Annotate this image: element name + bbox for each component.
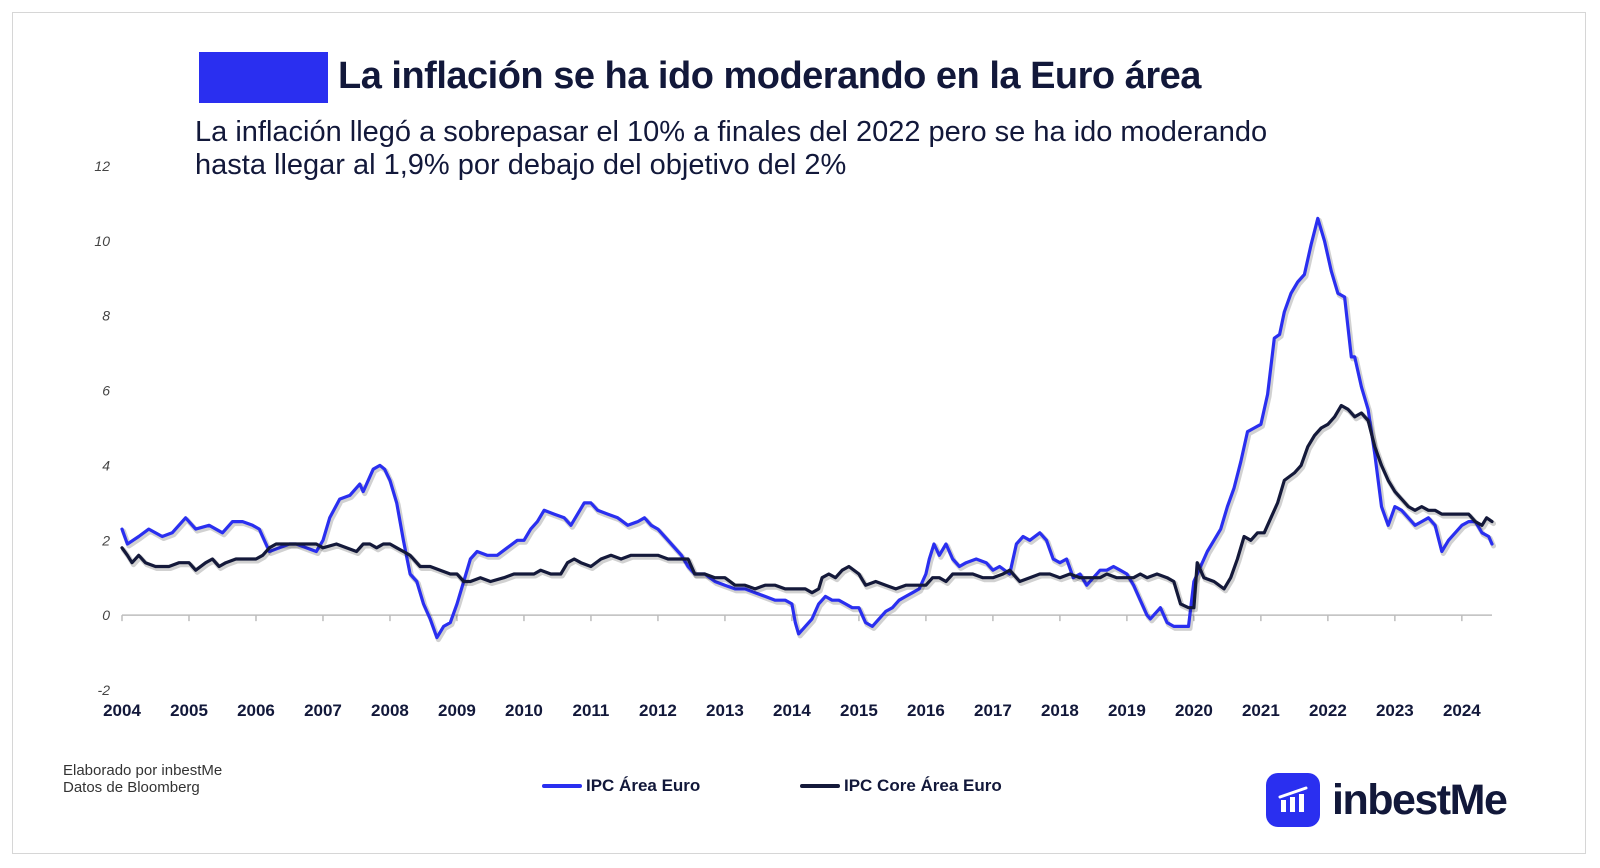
legend-item-ipc: IPC Área Euro	[542, 776, 700, 796]
legend-swatch-ipc-core	[800, 784, 840, 788]
x-tick-label: 2010	[505, 701, 543, 720]
legend-label-ipc-core: IPC Core Área Euro	[844, 776, 1002, 795]
x-tick-label: 2009	[438, 701, 476, 720]
x-tick-label: 2018	[1041, 701, 1079, 720]
y-tick-label: 2	[101, 532, 110, 548]
credit-line-2: Datos de Bloomberg	[63, 779, 200, 796]
legend-label-ipc: IPC Área Euro	[586, 776, 701, 795]
y-tick-label: 8	[102, 308, 110, 324]
brand-logo: inbestMe	[1266, 773, 1508, 827]
x-tick-label: 2006	[237, 701, 275, 720]
x-tick-label: 2022	[1309, 701, 1347, 720]
y-tick-label: 4	[102, 457, 110, 473]
y-tick-label: -2	[98, 682, 111, 698]
x-tick-label: 2020	[1175, 701, 1213, 720]
chart-title: La inflación se ha ido moderando en la E…	[338, 55, 1201, 97]
title-accent-block	[199, 52, 328, 103]
series-line-ipc	[120, 216, 1494, 640]
y-tick-label: 10	[94, 233, 110, 249]
x-tick-label: 2024	[1443, 701, 1481, 720]
x-tick-label: 2007	[304, 701, 342, 720]
x-axis: 2004 2005 2006 2007 2008 2009 2010 2011 2012 2013…	[103, 614, 1492, 720]
bar-chart-icon	[1266, 773, 1320, 827]
legend-item-ipc-core: IPC Core Área Euro	[800, 776, 1002, 796]
x-tick-label: 2012	[639, 701, 677, 720]
series-shadow-ipc-core	[121, 405, 1496, 613]
chart-frame	[12, 12, 1586, 854]
x-tick-label: 2023	[1376, 701, 1414, 720]
x-tick-label: 2013	[706, 701, 744, 720]
x-tick-label: 2008	[371, 701, 409, 720]
credit-line-1: Elaborado por inbestMe	[63, 762, 223, 779]
x-tick-label: 2017	[974, 701, 1012, 720]
x-tick-label: 2015	[840, 701, 878, 720]
brand-name: inbestMe	[1332, 775, 1508, 824]
x-tick-label: 2005	[170, 701, 208, 720]
x-tick-label: 2019	[1108, 701, 1146, 720]
legend-swatch-ipc	[542, 784, 582, 788]
y-tick-label: 0	[102, 607, 110, 623]
chart-subtitle: La inflación llegó a sobrepasar el 10% a…	[195, 116, 1455, 182]
y-tick-label: 6	[102, 383, 110, 399]
series-shadow-ipc	[121, 217, 1496, 643]
subtitle-line-2: hasta llegar al 1,9% por debajo del obje…	[195, 149, 847, 181]
x-tick-label: 2014	[773, 701, 811, 720]
series-layer	[120, 216, 1496, 643]
source-note: Elaborado por inbestMe Datos de Bloomber…	[63, 762, 222, 796]
series-line-ipc-core	[120, 403, 1494, 610]
y-tick-label: 12	[94, 158, 110, 174]
x-tick-label: 2004	[103, 701, 141, 720]
x-tick-label: 2021	[1242, 701, 1280, 720]
x-tick-label: 2011	[573, 701, 610, 720]
y-axis: -2 0 2 4 6 8 10 12	[94, 158, 110, 698]
x-tick-label: 2016	[907, 701, 945, 720]
subtitle-line-1: La inflación llegó a sobrepasar el 10% a…	[195, 116, 1268, 148]
